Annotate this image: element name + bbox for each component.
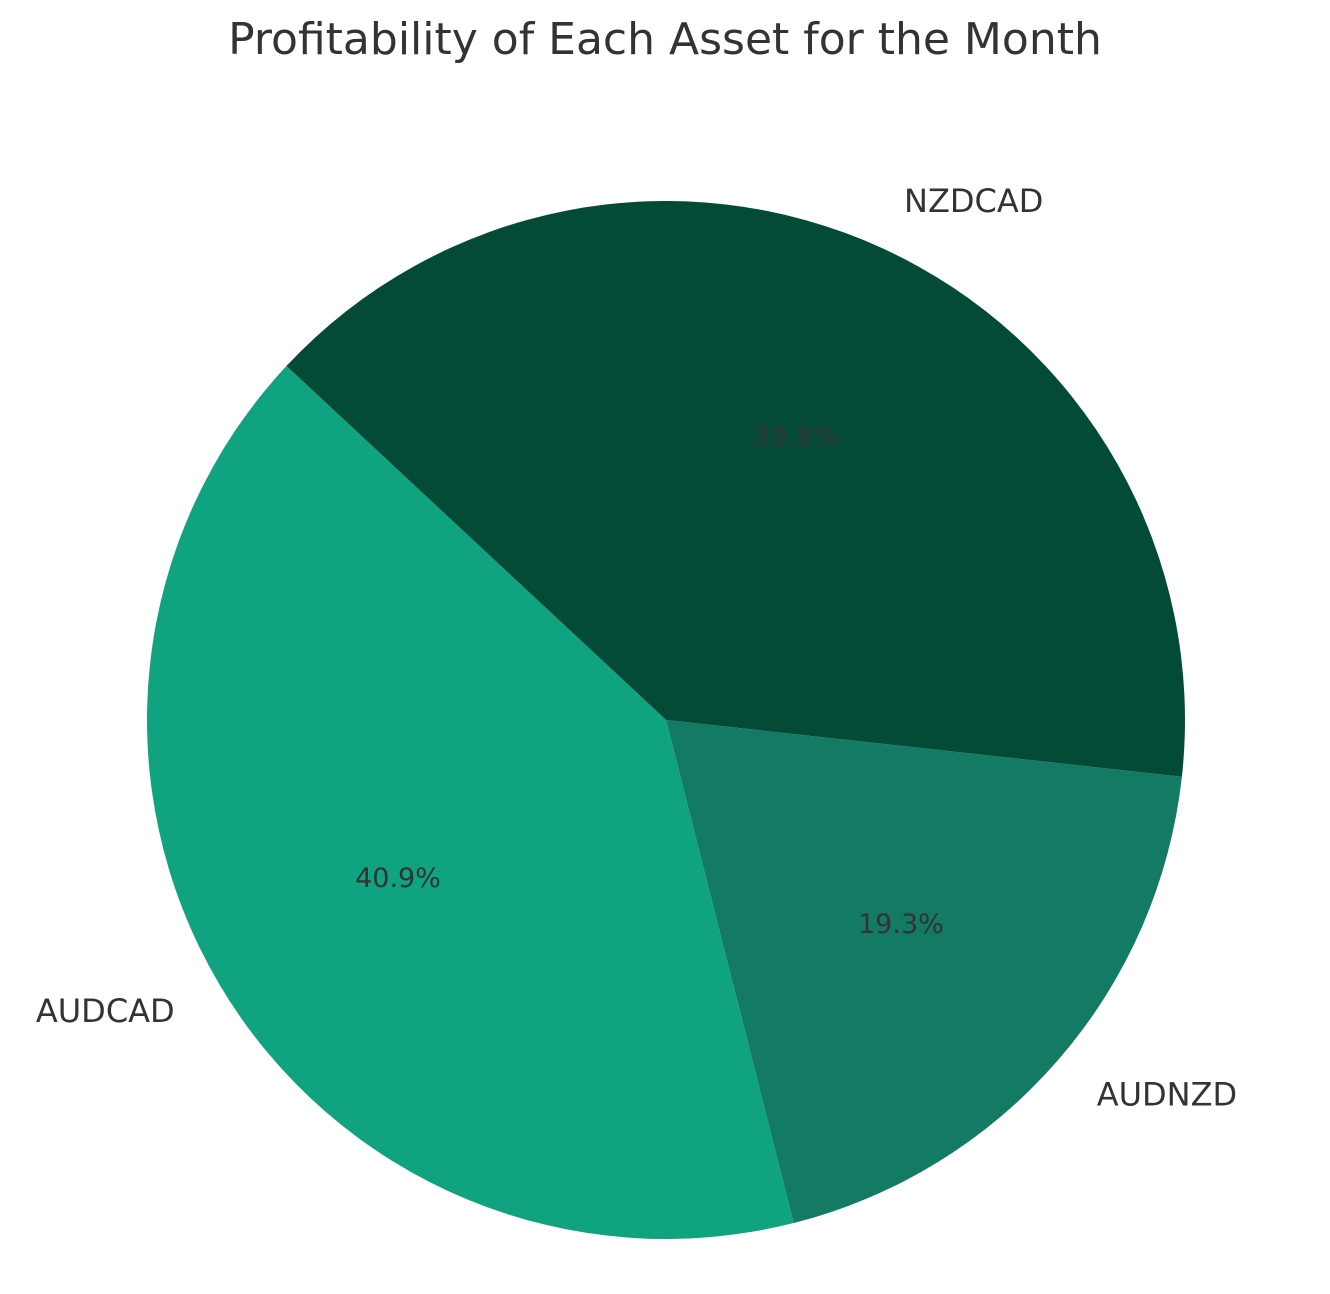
slice-label-audcad: AUDCAD	[36, 992, 175, 1030]
slice-label-nzdcad: NZDCAD	[904, 182, 1043, 220]
pie-slice-audnzd	[666, 720, 1182, 1224]
slice-label-audnzd: AUDNZD	[1097, 1076, 1237, 1114]
percent-label-audnzd: 19.3%	[858, 909, 944, 940]
chart-title: Profitability of Each Asset for the Mont…	[228, 14, 1102, 65]
percent-label-audcad: 40.9%	[355, 863, 441, 894]
pie-slice-nzdcad	[286, 200, 1186, 777]
pie-slice-audcad	[147, 366, 794, 1239]
pie-labels: NZDCAD 39.8% AUDNZD 19.3% AUDCAD 40.9%	[36, 182, 1237, 1114]
pie-slices	[147, 200, 1186, 1239]
percent-label-nzdcad: 39.8%	[753, 422, 839, 453]
